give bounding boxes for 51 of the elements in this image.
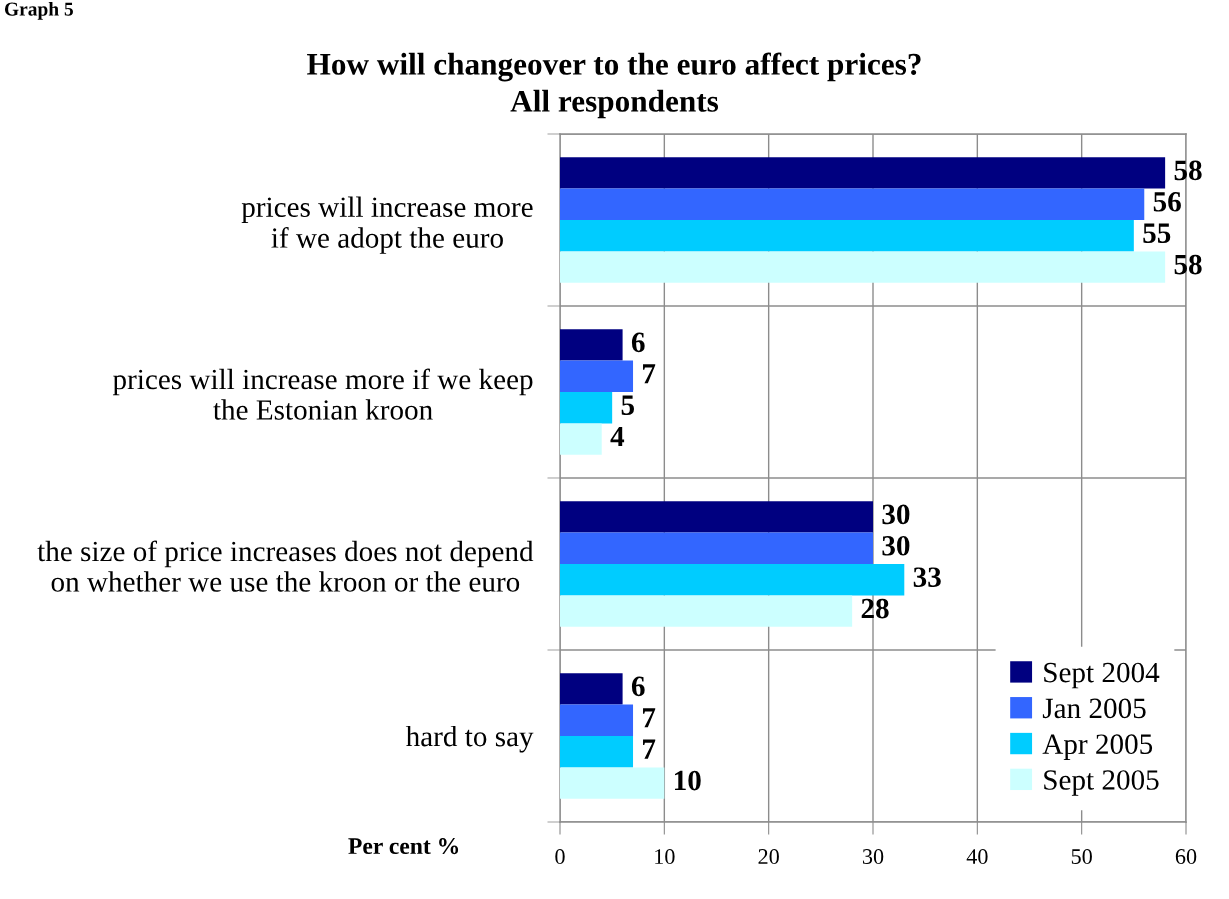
x-tick-label: 30 <box>862 849 884 865</box>
y-tick-label: prices will increase more if we adopt the euro <box>241 196 533 254</box>
data-label: 7 <box>643 739 656 759</box>
bar <box>560 188 1145 220</box>
bar <box>560 767 665 799</box>
data-label: 5 <box>621 395 635 415</box>
data-label: 56 <box>1153 192 1181 212</box>
data-label: 10 <box>675 770 701 791</box>
data-label: 6 <box>631 676 645 697</box>
data-label: 30 <box>882 504 910 525</box>
x-tick-label: 0 <box>555 849 565 865</box>
bar <box>560 736 634 768</box>
legend-label: Sept 2004 <box>1044 662 1160 689</box>
y-tick-label: the size of price increases does not depend on whether we use the kroon or the euro <box>37 540 534 592</box>
bar <box>560 220 1134 252</box>
data-label: 30 <box>882 535 910 556</box>
x-tick-label: 50 <box>1071 849 1092 865</box>
bar <box>560 392 613 424</box>
data-label: 58 <box>1174 160 1202 181</box>
bar <box>560 532 873 564</box>
x-tick-label: 60 <box>1175 849 1197 865</box>
x-tick-label: 40 <box>966 849 988 865</box>
bar <box>560 251 1166 283</box>
bar <box>560 673 623 705</box>
data-label: 4 <box>610 426 625 447</box>
bar <box>560 360 634 392</box>
data-label: 55 <box>1143 223 1171 243</box>
bar <box>560 704 634 736</box>
bar <box>560 157 1166 189</box>
data-label: 7 <box>643 364 656 384</box>
legend-label: Sept 2005 <box>1044 770 1159 796</box>
bar <box>560 564 905 596</box>
caption: Graph 5 <box>4 2 73 20</box>
bar <box>560 423 602 455</box>
legend-label: Jan 2005 <box>1042 698 1146 719</box>
data-label: 33 <box>913 567 941 587</box>
data-label: 7 <box>643 708 656 728</box>
x-axis-title: Per cent % <box>348 838 459 855</box>
chart-subtitle: All respondents <box>510 89 719 119</box>
bar <box>560 329 623 361</box>
data-label: 6 <box>631 332 645 353</box>
data-label: 28 <box>861 598 889 619</box>
x-tick-label: 10 <box>655 849 675 865</box>
legend-label: Apr 2005 <box>1042 734 1153 760</box>
bar <box>560 501 873 533</box>
bar <box>560 595 853 627</box>
x-tick-label: 20 <box>758 849 779 865</box>
data-label: 58 <box>1174 254 1202 275</box>
chart-title: How will changeover to the euro affect prices? <box>307 52 921 82</box>
y-tick-label: prices will increase more if we keep the Estonian kroon <box>112 368 533 420</box>
y-tick-label: hard to say <box>405 725 534 753</box>
